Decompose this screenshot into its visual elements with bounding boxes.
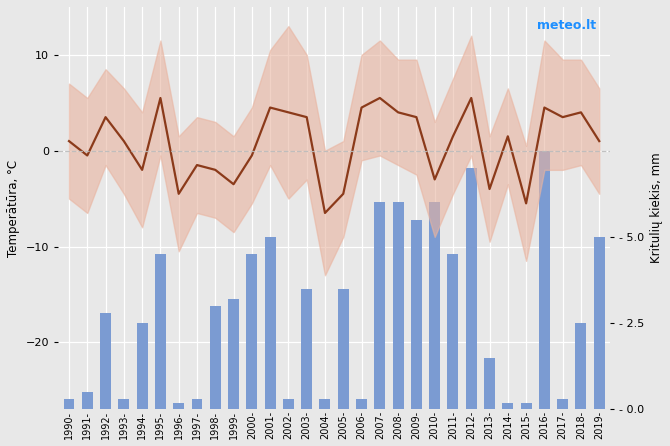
Bar [100,313,111,409]
Bar [64,399,74,409]
Bar [210,306,220,409]
Bar [539,151,550,409]
Bar [502,403,513,409]
Bar [466,168,477,409]
Bar [283,399,294,409]
Bar [338,289,349,409]
Bar [429,202,440,409]
Bar [82,392,92,409]
Bar [192,399,202,409]
Bar [174,403,184,409]
Bar [576,323,586,409]
Y-axis label: Kritulių kiekis, mm: Kritulių kiekis, mm [650,153,663,264]
Bar [228,299,239,409]
Bar [265,237,275,409]
Text: meteo.lt: meteo.lt [537,19,596,32]
Bar [448,254,458,409]
Bar [375,202,385,409]
Y-axis label: Temperātūra, °C: Temperātūra, °C [7,160,20,257]
Bar [521,403,531,409]
Bar [155,254,166,409]
Bar [557,399,568,409]
Bar [411,220,422,409]
Bar [393,202,403,409]
Bar [302,289,312,409]
Bar [356,399,367,409]
Bar [594,237,605,409]
Bar [119,399,129,409]
Bar [320,399,330,409]
Bar [247,254,257,409]
Bar [484,358,495,409]
Bar [137,323,147,409]
